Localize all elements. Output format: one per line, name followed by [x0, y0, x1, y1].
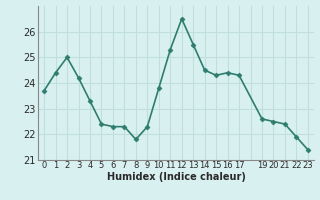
X-axis label: Humidex (Indice chaleur): Humidex (Indice chaleur) [107, 172, 245, 182]
